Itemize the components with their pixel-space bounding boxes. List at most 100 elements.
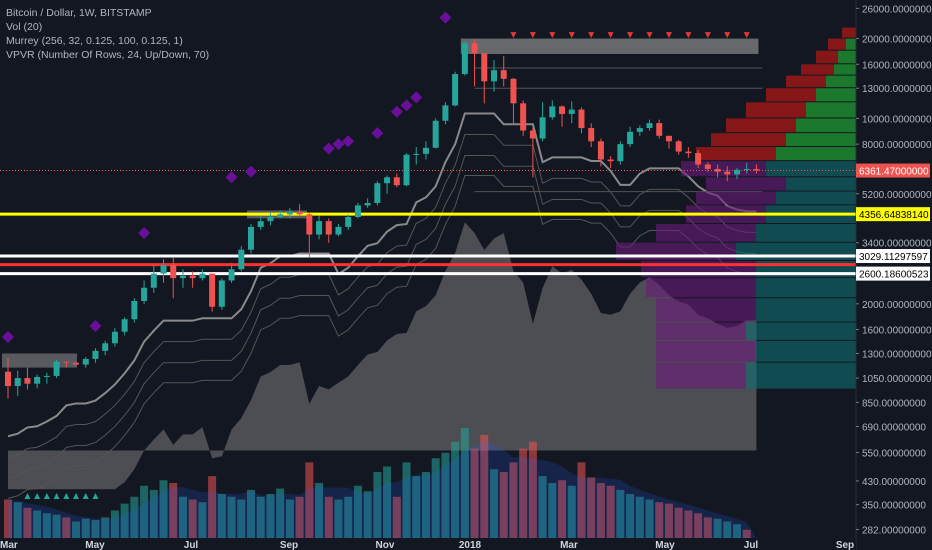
candle <box>656 119 663 139</box>
candle <box>160 259 167 283</box>
candle <box>559 105 566 127</box>
candle-body <box>403 154 410 186</box>
volume-bar <box>52 514 61 538</box>
volume-indicator-label[interactable]: Vol (20) <box>6 21 43 33</box>
candle-body <box>73 362 80 365</box>
volume-bar <box>169 483 178 538</box>
candle <box>393 173 400 188</box>
vpvr-bar-up <box>756 278 856 298</box>
candle <box>73 362 80 366</box>
candle <box>296 204 303 216</box>
time-tick-label: Nov <box>376 540 395 550</box>
time-axis-bg <box>0 539 856 550</box>
candle <box>248 223 254 254</box>
time-tick-label: May <box>655 540 675 550</box>
vpvr-bar-up <box>826 75 856 88</box>
volume-bar <box>110 510 119 538</box>
candle-body <box>43 375 50 377</box>
vpvr-indicator-label[interactable]: VPVR (Number Of Rows, 24, Up/Down, 70) <box>6 49 210 61</box>
candle-body <box>364 202 371 206</box>
vpvr-bar-up <box>756 298 856 322</box>
volume-bar <box>178 496 187 538</box>
candle-body <box>325 221 332 235</box>
volume-bar <box>130 496 139 538</box>
price-tick-label: 1050.00000000 <box>862 374 932 385</box>
murrey-indicator-label[interactable]: Murrey (256, 32, 0.125, 100, 0.125, 1) <box>6 35 183 47</box>
volume-bar <box>480 434 489 538</box>
time-tick-label: Jul <box>744 540 759 550</box>
candle-body <box>238 249 245 270</box>
volume-bar <box>519 448 528 538</box>
candle <box>306 213 313 258</box>
volume-bar <box>383 466 392 538</box>
time-tick-label: Jul <box>184 540 199 550</box>
candle <box>665 135 672 149</box>
vpvr-bar-down <box>656 223 756 242</box>
candle <box>24 367 31 390</box>
candle-body <box>248 226 254 250</box>
candle-body <box>520 103 527 131</box>
signal-triangle-up <box>82 493 89 499</box>
candle-body <box>228 269 235 281</box>
candle-body <box>559 106 566 114</box>
candle <box>597 138 604 167</box>
volume-bar <box>256 496 265 538</box>
volume-bar <box>538 476 547 538</box>
candle <box>345 214 352 230</box>
vpvr-bar-up <box>796 118 856 133</box>
candle <box>627 126 634 148</box>
candle <box>286 207 293 219</box>
candle <box>481 53 488 104</box>
volume-bar <box>247 489 255 538</box>
candle-body <box>393 177 400 186</box>
volume-bar <box>149 489 158 538</box>
volume-bar <box>188 499 197 538</box>
candle <box>510 78 517 125</box>
candle-body <box>170 265 177 279</box>
candle <box>617 141 624 165</box>
candle-body <box>267 217 274 222</box>
price-tick-label: 850.00000000 <box>862 398 926 409</box>
vpvr-bar-down <box>828 38 846 50</box>
symbol-title[interactable]: Bitcoin / Dollar, 1W, BITSTAMP <box>6 7 152 19</box>
candle-body <box>568 109 575 114</box>
vpvr-bar-up <box>766 161 856 177</box>
candle-body <box>422 147 429 154</box>
candle-body <box>695 153 702 165</box>
volume-bar <box>499 472 508 538</box>
candle <box>150 265 157 293</box>
signal-diamond <box>371 127 384 140</box>
signal-triangle-down <box>724 32 731 39</box>
candle <box>335 223 342 237</box>
candle-body <box>578 109 585 129</box>
volume-bar <box>548 483 557 538</box>
volume-bar <box>441 452 450 538</box>
volume-bar <box>664 503 673 538</box>
candle-body <box>491 70 497 82</box>
candle-body <box>529 130 536 139</box>
time-axis[interactable]: Mar May Jul Sep Nov 2018 Mar May Jul Sep <box>0 539 856 550</box>
candle <box>267 213 274 226</box>
time-tick-label: May <box>85 540 105 550</box>
candle-body <box>209 273 216 307</box>
price-tick-label: 2000.00000000 <box>862 300 932 311</box>
candle-body <box>636 128 643 132</box>
volume-bar <box>23 507 32 538</box>
candle-body <box>714 168 721 172</box>
signal-diamond <box>138 226 151 239</box>
candle <box>209 273 216 312</box>
volume-bar <box>421 472 430 538</box>
volume-bar <box>344 496 353 538</box>
vpvr-bar-down <box>646 278 756 298</box>
price-axis[interactable]: 26000.00000000 20000.00000000 16000.000000… <box>855 0 932 550</box>
volume-bar <box>684 510 693 538</box>
candle-body <box>656 123 663 136</box>
signal-diamond <box>2 330 14 343</box>
volume-bar <box>606 485 615 538</box>
price-tag <box>856 249 930 264</box>
candle-body <box>452 74 459 106</box>
price-tick-label: 282.00000000 <box>862 526 926 537</box>
volume-bar <box>713 518 722 538</box>
time-tick-label: Sep <box>280 540 298 550</box>
